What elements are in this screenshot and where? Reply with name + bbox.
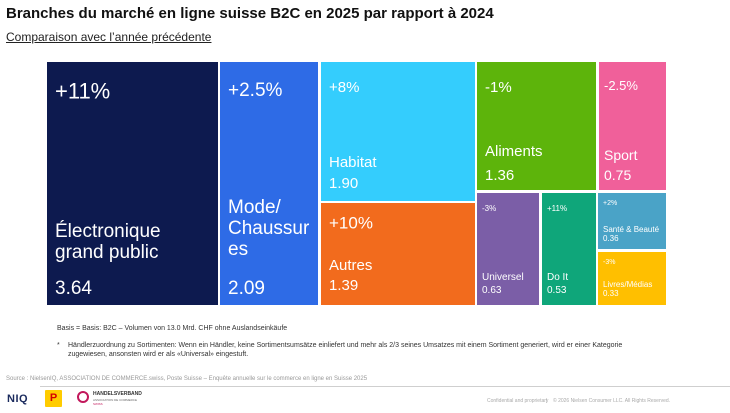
treemap-rect-mode-chaussures: [220, 62, 318, 305]
value-label-do-it: 0.53: [547, 285, 567, 296]
chart-title: Branches du marché en ligne suisse B2C e…: [6, 5, 494, 22]
treemap-rect-livres-medias: [598, 252, 666, 305]
change-label-mode-chaussures: +2.5%: [228, 80, 283, 101]
treemap-cell-do-it: +11% Do It 0.53: [542, 193, 596, 305]
category-label-habitat: Habitat: [329, 154, 377, 171]
change-label-sport: -2.5%: [604, 78, 638, 93]
footnote-text: Händlerzuordnung zu Sortimenten: Wenn ei…: [68, 342, 623, 358]
category-label-aliments: Aliments: [485, 143, 543, 160]
category-label-livres-medias: Livres/Médias: [603, 280, 652, 289]
treemap-rect-autres: [321, 203, 475, 305]
change-label-habitat: +8%: [329, 79, 359, 96]
change-label-autres: +10%: [329, 213, 373, 232]
treemap-cell-habitat: +8% Habitat 1.90: [321, 62, 475, 201]
treemap-rect-universel: [477, 193, 539, 305]
treemap-rect-electronique-grand-public: [47, 62, 218, 305]
confidential-text: Confidential and proprietary: [487, 398, 549, 404]
treemap-rect-sante-beaute: [598, 193, 666, 249]
copyright-text: © 2026 Nielsen Consumer LLC. All Rights …: [553, 398, 671, 404]
category-label-do-it: Do It: [547, 272, 568, 283]
footer-separator: |: [546, 398, 548, 404]
treemap-rect-sport: [599, 62, 666, 190]
change-label-aliments: -1%: [485, 79, 512, 96]
treemap-cell-universel: -3% Universel 0.63: [477, 193, 539, 305]
category-label-universel: Universel: [482, 272, 524, 283]
post-logo: P: [45, 390, 62, 407]
change-label-do-it: +11%: [547, 204, 567, 213]
treemap-cell-sport: -2.5% Sport 0.75: [599, 62, 666, 190]
handelsverband-country: SWISS: [93, 402, 103, 406]
value-label-sante-beaute: 0.36: [603, 234, 619, 243]
value-label-electronique-grand-public: 3.64: [55, 278, 92, 299]
change-label-livres-medias: -3%: [603, 259, 615, 266]
treemap-rect-do-it: [542, 193, 596, 305]
handelsverband-icon: [77, 391, 89, 403]
category-label-autres: Autres: [329, 257, 372, 274]
value-label-livres-medias: 0.33: [603, 289, 619, 298]
treemap-cell-autres: +10% Autres 1.39: [321, 203, 475, 305]
change-label-universel: -3%: [482, 204, 496, 213]
category-label-electronique-grand-public: Électronique: [55, 221, 161, 242]
category-label-mode-chaussures: Chaussur: [228, 218, 310, 239]
footer-divider: [40, 386, 730, 387]
value-label-aliments: 1.36: [485, 167, 514, 184]
value-label-habitat: 1.90: [329, 175, 358, 192]
category-label-mode-chaussures: Mode/: [228, 197, 282, 218]
treemap-cell-aliments: -1% Aliments 1.36: [477, 62, 596, 190]
value-label-autres: 1.39: [329, 277, 358, 294]
category-label-mode-chaussures: es: [228, 239, 248, 260]
source-text: Source : NielsenIQ, ASSOCIATION DE COMME…: [6, 376, 368, 382]
treemap-rect-habitat: [321, 62, 475, 201]
niq-logo: NIQ: [7, 393, 29, 405]
value-label-mode-chaussures: 2.09: [228, 278, 265, 299]
handelsverband-logo: HANDELSVERBAND ASSOCIATION DE COMMERCE S…: [77, 390, 142, 409]
value-label-universel: 0.63: [482, 285, 502, 296]
category-label-electronique-grand-public: grand public: [55, 242, 159, 263]
change-label-sante-beaute: +2%: [603, 200, 617, 207]
value-label-sport: 0.75: [604, 167, 631, 183]
treemap-rect-aliments: [477, 62, 596, 190]
chart-subtitle: Comparaison avec l’année précédente: [6, 30, 212, 44]
handelsverband-tagline: ASSOCIATION DE COMMERCE: [93, 398, 137, 402]
handelsverband-name: HANDELSVERBAND: [93, 391, 142, 397]
footnote-marker: *: [57, 342, 60, 349]
basis-note: Basis = Basis: B2C – Volumen von 13.0 Mr…: [57, 325, 288, 332]
category-label-sante-beaute: Santé & Beauté: [603, 225, 660, 234]
category-label-sport: Sport: [604, 147, 638, 163]
post-logo-mark: P: [49, 392, 58, 404]
change-label-electronique-grand-public: +11%: [55, 79, 110, 104]
